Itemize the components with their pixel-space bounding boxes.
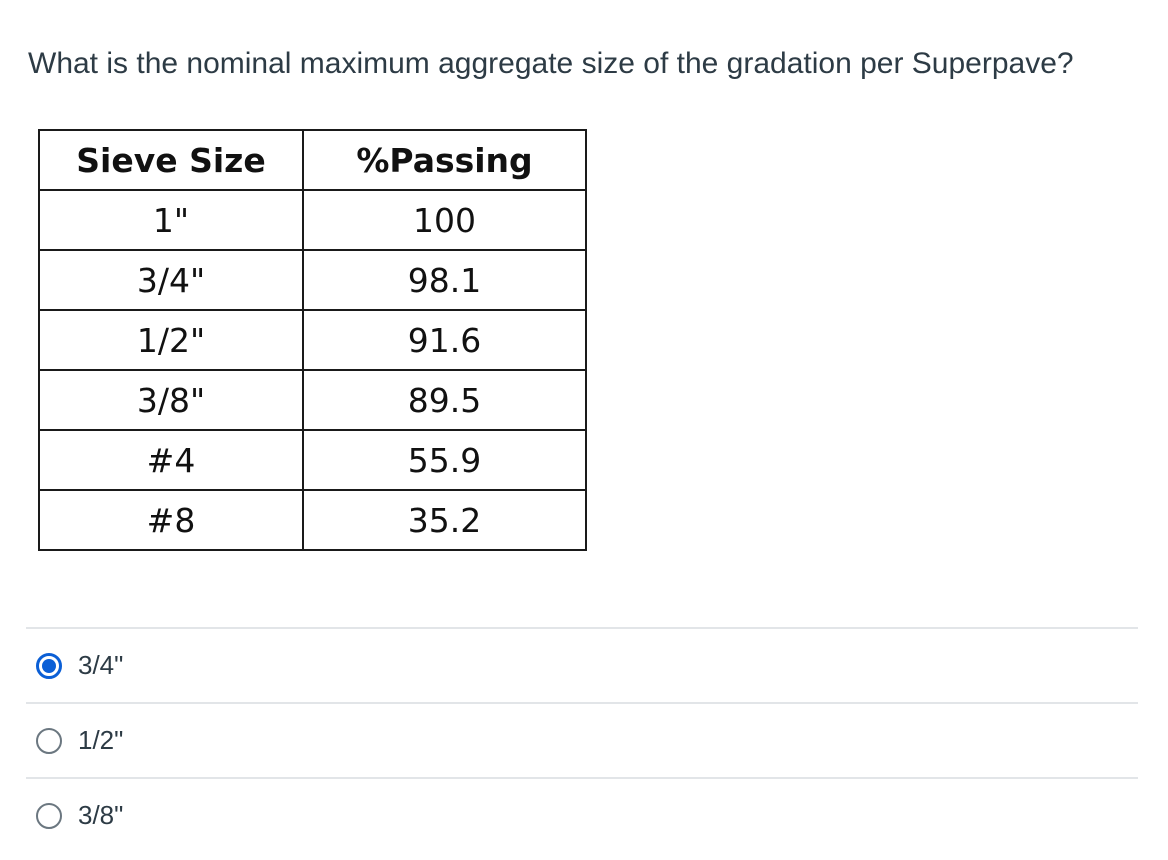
answer-option[interactable]: 3/4" [26,627,1138,702]
answer-option[interactable]: 1/2" [26,702,1138,777]
percent-passing-cell: 35.2 [302,489,587,551]
sieve-size-header: Sieve Size [38,129,304,191]
percent-passing-cell: 89.5 [302,369,587,431]
sieve-size-cell: #8 [38,489,304,551]
answer-label: 1/2" [78,725,124,755]
answer-choices: 3/4" 1/2" 3/8" [26,627,1138,852]
table-row: 1/2" 91.6 [38,309,587,371]
percent-passing-header: %Passing [302,129,587,191]
table-row: #8 35.2 [38,489,587,551]
table-header-row: Sieve Size %Passing [38,129,587,191]
answer-label: 3/8" [78,800,124,830]
sieve-size-cell: #4 [38,429,304,491]
sieve-size-cell: 3/8" [38,369,304,431]
radio-button[interactable] [36,727,62,754]
percent-passing-cell: 98.1 [302,249,587,311]
gradation-table: Sieve Size %Passing 1" 100 3/4" 98.1 1/2… [38,129,587,551]
table-row: 3/8" 89.5 [38,369,587,431]
sieve-size-cell: 1/2" [38,309,304,371]
answer-label: 3/4" [78,650,124,680]
sieve-size-cell: 3/4" [38,249,304,311]
table-row: #4 55.9 [38,429,587,491]
radio-button[interactable] [36,802,62,829]
sieve-size-cell: 1" [38,189,304,251]
gradation-table-container: Sieve Size %Passing 1" 100 3/4" 98.1 1/2… [38,129,587,551]
percent-passing-cell: 55.9 [302,429,587,491]
table-row: 1" 100 [38,189,587,251]
percent-passing-cell: 91.6 [302,309,587,371]
question-text: What is the nominal maximum aggregate si… [28,47,1074,80]
percent-passing-cell: 100 [302,189,587,251]
table-row: 3/4" 98.1 [38,249,587,311]
radio-button-selected[interactable] [36,652,62,679]
answer-option[interactable]: 3/8" [26,777,1138,852]
